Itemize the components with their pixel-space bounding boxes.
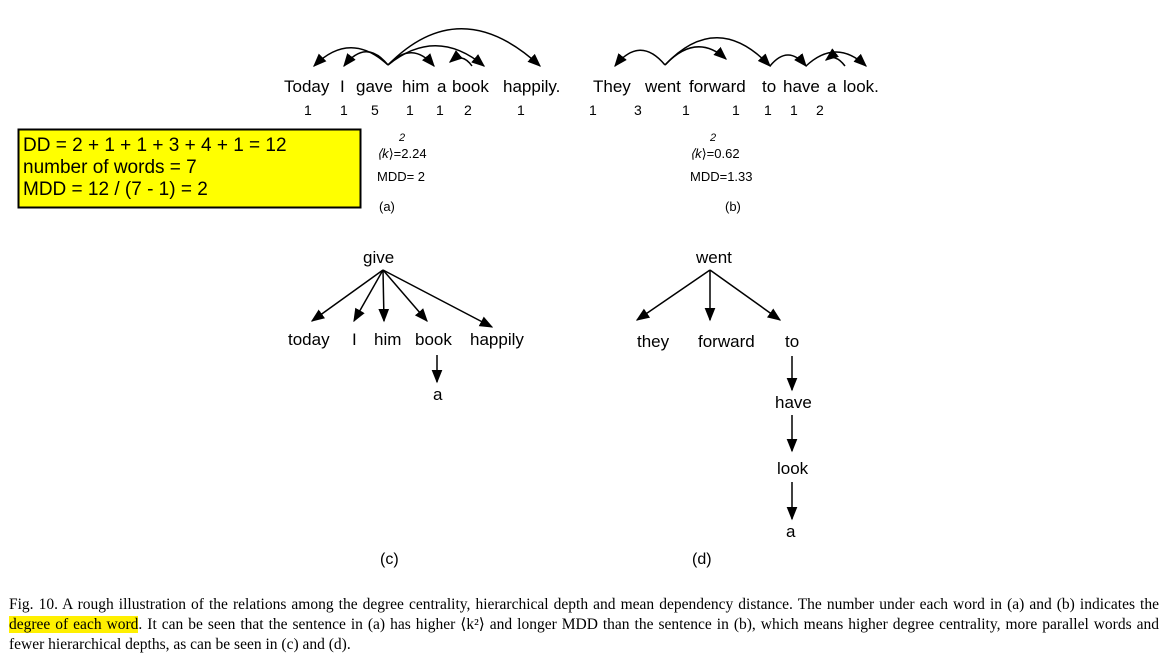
panel-b-degrees: 1 3 1 1 1 1 2 bbox=[589, 102, 824, 118]
degree-a-5: 1 bbox=[436, 102, 444, 118]
word-a-3: gave bbox=[356, 77, 393, 96]
word-a-1: Today bbox=[284, 77, 330, 96]
degree-b-1: 1 bbox=[589, 102, 597, 118]
tree-d-edge-they bbox=[635, 269, 711, 321]
tree-c-edge-today bbox=[310, 269, 384, 322]
word-b-4: to bbox=[762, 77, 776, 96]
degree-b-3: 1 bbox=[682, 102, 690, 118]
tree-c-child-1: today bbox=[288, 330, 330, 349]
tree-d-child-1: they bbox=[637, 332, 670, 351]
word-a-2: I bbox=[340, 77, 345, 96]
tree-c-child-5: happily bbox=[470, 330, 524, 349]
tree-c-grandchild: a bbox=[433, 385, 443, 404]
tree-c-edge-book bbox=[382, 269, 428, 323]
panel-b-arcs bbox=[614, 37, 867, 68]
tree-c-child-2: I bbox=[352, 330, 357, 349]
word-count-line: number of words = 7 bbox=[23, 157, 197, 178]
caption-text-1: Fig. 10. A rough illustration of the rel… bbox=[9, 596, 1159, 613]
tree-d-chain-2: look bbox=[777, 459, 809, 478]
panel-b-metrics: 2 ⟨k⟩=0.62 MDD=1.33 (b) bbox=[690, 132, 753, 214]
mdd-formula-line: MDD = 12 / (7 - 1) = 2 bbox=[23, 179, 208, 200]
panel-label-b: (b) bbox=[725, 199, 741, 214]
word-a-6: book bbox=[452, 77, 489, 96]
panel-a-metrics: 2 ⟨k⟩=2.24 MDD= 2 (a) bbox=[377, 132, 427, 214]
degree-a-1: 1 bbox=[304, 102, 312, 118]
degree-a-7: 1 bbox=[517, 102, 525, 118]
panel-d-tree: went they forward to have look a (d) bbox=[635, 248, 812, 568]
word-b-2: went bbox=[644, 77, 681, 96]
k2-value-b: ⟨k⟩=0.62 bbox=[690, 146, 740, 161]
caption-text-2: . It can be seen that the sentence in (a… bbox=[9, 616, 1159, 653]
dd-sum-line: DD = 2 + 1 + 1 + 3 + 4 + 1 = 12 bbox=[23, 135, 287, 156]
degree-b-2: 3 bbox=[634, 102, 642, 118]
tree-d-child-3: to bbox=[785, 332, 799, 351]
tree-c-child-3: him bbox=[374, 330, 401, 349]
tree-c-edge-happily bbox=[382, 269, 494, 328]
panel-label-a: (a) bbox=[379, 199, 395, 214]
word-b-7: look. bbox=[843, 77, 879, 96]
tree-d-chain-1: have bbox=[775, 393, 812, 412]
tree-c-child-4: book bbox=[415, 330, 452, 349]
tree-d-root: went bbox=[695, 248, 732, 267]
mdd-a: MDD= 2 bbox=[377, 169, 425, 184]
word-a-7: happily. bbox=[503, 77, 560, 96]
degree-a-3: 5 bbox=[371, 102, 379, 118]
k2-exponent-b: 2 bbox=[709, 132, 716, 144]
word-b-5: have bbox=[783, 77, 820, 96]
caption-highlight: degree of each word bbox=[9, 616, 139, 633]
tree-d-edge-to bbox=[709, 269, 782, 321]
word-a-5: a bbox=[437, 77, 447, 96]
degree-a-4: 1 bbox=[406, 102, 414, 118]
word-b-3: forward bbox=[689, 77, 746, 96]
k2-exponent-a: 2 bbox=[398, 132, 405, 144]
panel-a-arcs bbox=[313, 28, 541, 68]
mdd-b: MDD=1.33 bbox=[690, 169, 753, 184]
figure: Today I gave him a book happily. 1 1 5 1… bbox=[17, 28, 879, 568]
tree-d-child-2: forward bbox=[698, 332, 755, 351]
panel-a-sentence: Today I gave him a book happily. bbox=[284, 77, 560, 96]
degree-b-4: 1 bbox=[732, 102, 740, 118]
panel-label-d: (d) bbox=[692, 551, 712, 568]
panel-b-sentence: They went forward to have a look. bbox=[593, 77, 879, 96]
figure-caption: Fig. 10. A rough illustration of the rel… bbox=[9, 595, 1159, 655]
tree-d-chain-3: a bbox=[786, 522, 796, 541]
degree-a-2: 1 bbox=[340, 102, 348, 118]
tree-c-edge-him bbox=[378, 269, 390, 323]
dd-calculation-box: DD = 2 + 1 + 1 + 3 + 4 + 1 = 12 number o… bbox=[17, 128, 362, 209]
degree-b-7: 2 bbox=[816, 102, 824, 118]
word-a-4: him bbox=[402, 77, 429, 96]
word-b-6: a bbox=[827, 77, 837, 96]
panel-a-degrees: 1 1 5 1 1 2 1 bbox=[304, 102, 525, 118]
tree-c-root: give bbox=[363, 248, 394, 267]
panel-c-tree: give today I him book happily a (c) bbox=[288, 248, 524, 568]
tree-c-edge-i bbox=[353, 269, 384, 323]
degree-b-6: 1 bbox=[790, 102, 798, 118]
k2-value-a: ⟨k⟩=2.24 bbox=[377, 146, 427, 161]
word-b-1: They bbox=[593, 77, 631, 96]
degree-b-5: 1 bbox=[764, 102, 772, 118]
dd-box-background bbox=[17, 128, 362, 209]
panel-label-c: (c) bbox=[380, 551, 399, 568]
degree-a-6: 2 bbox=[464, 102, 472, 118]
